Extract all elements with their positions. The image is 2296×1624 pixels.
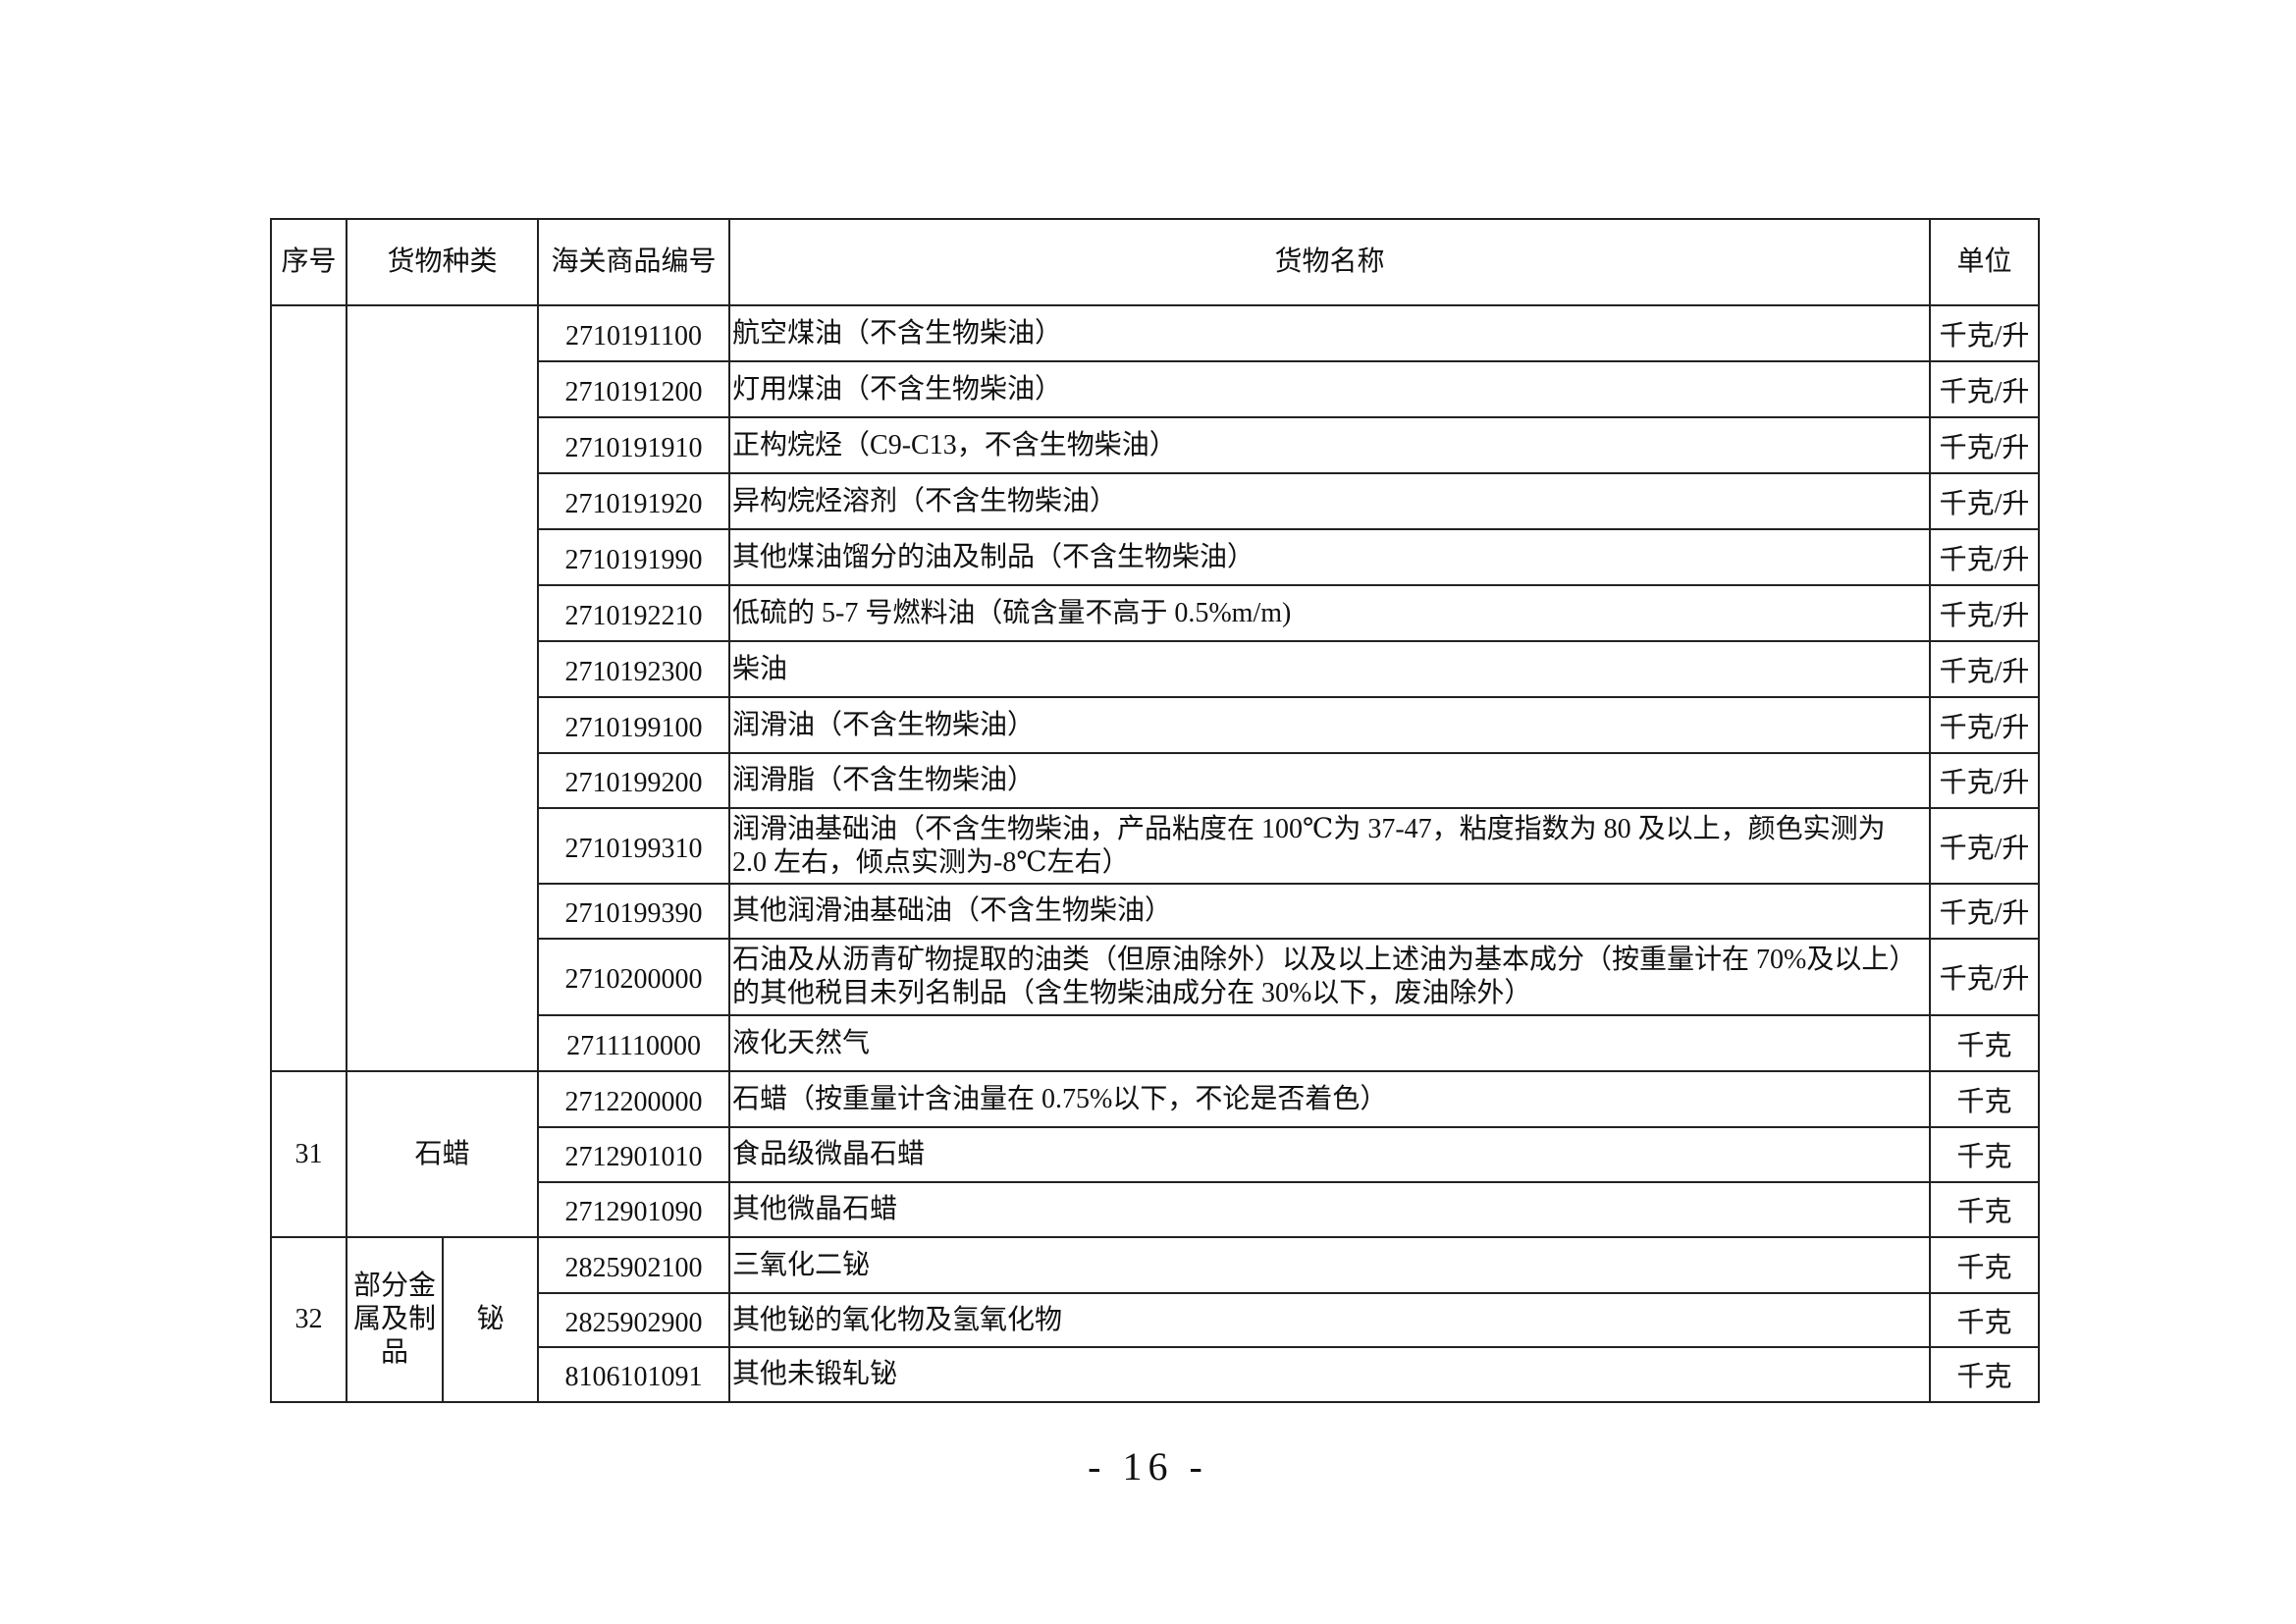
table-row: 31 石蜡 2712200000 石蜡（按重量计含油量在 0.75%以下，不论是否着色… xyxy=(270,1070,2041,1238)
group-seq: 32 xyxy=(270,1236,347,1403)
hs-code: 8106101091 xyxy=(537,1346,731,1403)
unit: 千克/升 xyxy=(1929,304,2041,362)
goods-name: 其他煤油馏分的油及制品（不含生物柴油） xyxy=(728,528,1932,586)
group-seq xyxy=(270,304,347,1072)
unit: 千克 xyxy=(1929,1346,2041,1403)
hs-code: 2825902900 xyxy=(537,1292,731,1348)
unit: 千克/升 xyxy=(1929,584,2041,642)
goods-name: 正构烷烃（C9-C13，不含生物柴油） xyxy=(728,416,1932,474)
goods-name: 低硫的 5-7 号燃料油（硫含量不高于 0.5%m/m) xyxy=(728,584,1932,642)
goods-name: 其他铋的氧化物及氢氧化物 xyxy=(728,1292,1932,1348)
goods-name: 三氧化二铋 xyxy=(728,1236,1932,1294)
table-header-row: 序号 货物种类 海关商品编号 货物名称 单位 xyxy=(270,218,2041,306)
header-name: 货物名称 xyxy=(728,218,1932,306)
header-category: 货物种类 xyxy=(345,218,540,306)
hs-code: 2710191100 xyxy=(537,304,731,362)
unit: 千克/升 xyxy=(1929,696,2041,754)
table-row: 8106101091 其他未锻轧铋 千克 xyxy=(271,1346,2041,1403)
hs-code: 2712200000 xyxy=(537,1070,731,1128)
goods-name: 液化天然气 xyxy=(728,1014,1932,1072)
header-code: 海关商品编号 xyxy=(537,218,731,306)
hs-code: 2710191990 xyxy=(537,528,731,586)
unit: 千克/升 xyxy=(1929,528,2041,586)
unit: 千克/升 xyxy=(1929,416,2041,474)
group-category: 部分金属及制品 xyxy=(346,1236,444,1403)
unit: 千克 xyxy=(1929,1181,2041,1238)
table-row: 2710191100 航空煤油（不含生物柴油） 千克/升 xyxy=(270,304,2041,1072)
goods-name: 润滑油（不含生物柴油） xyxy=(728,696,1932,754)
table-row: 2710199200 润滑脂（不含生物柴油） 千克/升 xyxy=(271,752,2041,809)
table-row: 2710200000 石油及从沥青矿物提取的油类（但原油除外）以及以上述油为基本成… xyxy=(271,938,2041,1016)
goods-name: 石油及从沥青矿物提取的油类（但原油除外）以及以上述油为基本成分（按重量计在 70… xyxy=(728,938,1932,1016)
hs-code: 2710191910 xyxy=(537,416,731,474)
hs-code: 2710199200 xyxy=(537,752,731,809)
table-row: 2710191920 异构烷烃溶剂（不含生物柴油） 千克/升 xyxy=(271,472,2041,530)
goods-name: 异构烷烃溶剂（不含生物柴油） xyxy=(728,472,1932,530)
unit: 千克 xyxy=(1929,1236,2041,1294)
group-category xyxy=(345,304,540,1072)
goods-name: 其他微晶石蜡 xyxy=(728,1181,1932,1238)
unit: 千克 xyxy=(1929,1014,2041,1072)
table-row: 2710192300 柴油 千克/升 xyxy=(271,640,2041,698)
unit: 千克/升 xyxy=(1929,472,2041,530)
goods-name: 航空煤油（不含生物柴油） xyxy=(728,304,1932,362)
table-row: 2710199390 其他润滑油基础油（不含生物柴油） 千克/升 xyxy=(271,883,2041,940)
header-seq: 序号 xyxy=(270,218,347,306)
table-row: 2710191200 灯用煤油（不含生物柴油） 千克/升 xyxy=(271,360,2041,418)
group-seq: 31 xyxy=(270,1070,347,1238)
goods-name: 其他未锻轧铋 xyxy=(728,1346,1932,1403)
table-row: 2710192210 低硫的 5-7 号燃料油（硫含量不高于 0.5%m/m) 千克… xyxy=(271,584,2041,642)
goods-name: 其他润滑油基础油（不含生物柴油） xyxy=(728,883,1932,940)
table-row: 2712901090 其他微晶石蜡 千克 xyxy=(271,1181,2041,1238)
table-row: 2711110000 液化天然气 千克 xyxy=(271,1014,2041,1072)
unit: 千克 xyxy=(1929,1126,2041,1183)
goods-name: 润滑油基础油（不含生物柴油，产品粘度在 100℃为 37-47，粘度指数为 80… xyxy=(728,807,1932,885)
goods-name: 食品级微晶石蜡 xyxy=(728,1126,1932,1183)
unit: 千克/升 xyxy=(1929,807,2041,885)
table-row: 32 部分金属及制品铋 2825902100 三氧化二铋 千克 xyxy=(270,1236,2041,1403)
goods-name: 柴油 xyxy=(728,640,1932,698)
goods-name: 润滑脂（不含生物柴油） xyxy=(728,752,1932,809)
unit: 千克/升 xyxy=(1929,883,2041,940)
group-category: 石蜡 xyxy=(345,1070,540,1238)
hs-code: 2711110000 xyxy=(537,1014,731,1072)
hs-code: 2710199390 xyxy=(537,883,731,940)
unit: 千克/升 xyxy=(1929,938,2041,1016)
hs-code: 2710191200 xyxy=(537,360,731,418)
hs-code: 2825902100 xyxy=(537,1236,731,1294)
table-row: 2712901010 食品级微晶石蜡 千克 xyxy=(271,1126,2041,1183)
goods-table: 序号 货物种类 海关商品编号 货物名称 单位 2710191100 航空煤油（不含… xyxy=(270,218,2041,1403)
table-row: 2825902900 其他铋的氧化物及氢氧化物 千克 xyxy=(271,1292,2041,1348)
hs-code: 2712901010 xyxy=(537,1126,731,1183)
unit: 千克/升 xyxy=(1929,640,2041,698)
hs-code: 2710200000 xyxy=(537,938,731,1016)
group-subcategory: 铋 xyxy=(441,1236,540,1403)
hs-code: 2710199310 xyxy=(537,807,731,885)
table-row: 2710199310 润滑油基础油（不含生物柴油，产品粘度在 100℃为 37-4… xyxy=(271,807,2041,885)
table-row: 2710191910 正构烷烃（C9-C13，不含生物柴油） 千克/升 xyxy=(271,416,2041,474)
hs-code: 2710191920 xyxy=(537,472,731,530)
hs-code: 2710192300 xyxy=(537,640,731,698)
unit: 千克/升 xyxy=(1929,360,2041,418)
hs-code: 2712901090 xyxy=(537,1181,731,1238)
unit: 千克 xyxy=(1929,1292,2041,1348)
goods-name: 石蜡（按重量计含油量在 0.75%以下，不论是否着色） xyxy=(728,1070,1932,1128)
hs-code: 2710199100 xyxy=(537,696,731,754)
unit: 千克/升 xyxy=(1929,752,2041,809)
unit: 千克 xyxy=(1929,1070,2041,1128)
table-row: 2710199100 润滑油（不含生物柴油） 千克/升 xyxy=(271,696,2041,754)
hs-code: 2710192210 xyxy=(537,584,731,642)
page-number: - 16 - xyxy=(1088,1444,1208,1489)
table-row: 2710191990 其他煤油馏分的油及制品（不含生物柴油） 千克/升 xyxy=(271,528,2041,586)
header-unit: 单位 xyxy=(1929,218,2041,306)
goods-name: 灯用煤油（不含生物柴油） xyxy=(728,360,1932,418)
